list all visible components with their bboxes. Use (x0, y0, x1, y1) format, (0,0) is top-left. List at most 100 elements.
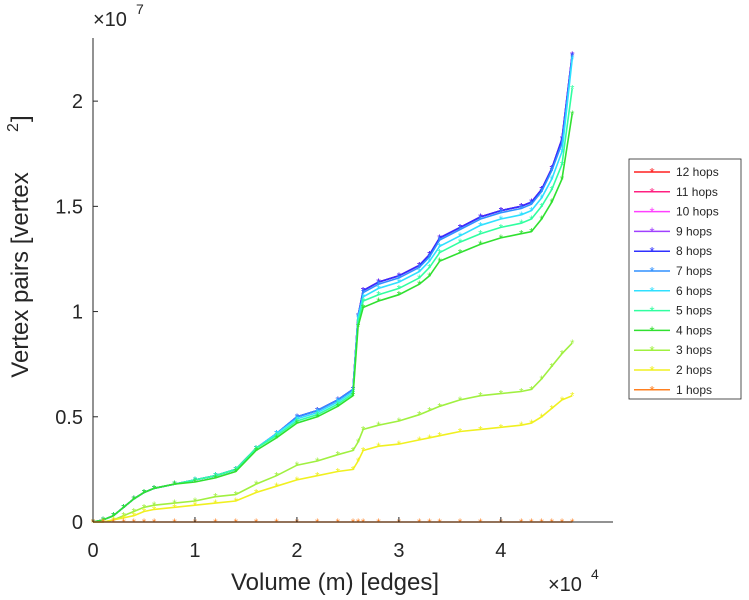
data-point-marker: * (234, 496, 239, 508)
data-point-marker: * (172, 479, 177, 491)
data-point-marker: * (438, 233, 443, 245)
data-point-marker: * (172, 502, 177, 514)
data-point-marker: * (478, 391, 483, 403)
data-point-marker: * (254, 479, 259, 491)
data-point-marker: * (254, 445, 259, 457)
legend-label: 10 hops (676, 205, 719, 219)
series-line (92, 54, 573, 523)
data-point-marker: * (458, 222, 463, 234)
legend-label: 12 hops (676, 165, 719, 179)
data-point-marker: * (193, 475, 198, 487)
data-point-marker: * (356, 437, 361, 449)
data-point-marker: * (519, 218, 524, 230)
y-tick-label: 1.5 (55, 196, 83, 218)
legend-swatch-marker: * (649, 244, 654, 259)
legend-label: 8 hops (676, 244, 712, 258)
data-point-marker: * (121, 502, 126, 514)
legend-entry: * 5 hops (634, 304, 712, 319)
data-point-marker: * (111, 511, 116, 523)
data-point-marker: * (142, 488, 147, 500)
data-point-marker: * (132, 494, 137, 506)
series-line (92, 54, 573, 523)
data-point-marker: * (295, 475, 300, 487)
data-point-marker: * (111, 511, 116, 523)
data-point-marker: * (254, 488, 259, 500)
data-point-marker: * (397, 416, 402, 428)
legend-entry: * 8 hops (634, 244, 712, 259)
data-point-marker: * (91, 517, 96, 529)
data-point-marker: * (111, 517, 116, 529)
x-axis-label: Volume (m) [edges] (231, 569, 439, 596)
data-point-marker: * (458, 222, 463, 234)
data-point-marker: * (427, 405, 432, 417)
data-point-marker: * (397, 271, 402, 283)
data-point-marker: * (101, 515, 106, 527)
axes (92, 38, 613, 523)
data-point-marker: * (478, 212, 483, 224)
series-1-hops: * * * * * * * * * * * * * * * * * * * * * * * * * * * * * * * * * (91, 517, 575, 529)
data-point-marker: * (539, 374, 544, 386)
data-point-marker: * (152, 517, 157, 529)
x-tick-label: 0 (87, 540, 98, 562)
data-point-marker: * (397, 283, 402, 295)
data-point-marker: * (172, 479, 177, 491)
data-point-marker: * (376, 277, 381, 289)
data-point-marker: * (101, 515, 106, 527)
data-point-marker: * (478, 212, 483, 224)
legend-label: 3 hops (676, 343, 712, 357)
data-point-marker: * (193, 475, 198, 487)
data-point-marker: * (295, 412, 300, 424)
data-point-marker: * (519, 420, 524, 432)
x-tick-label: 1 (189, 540, 200, 562)
data-point-marker: * (458, 222, 463, 234)
y-exponent-base: ×10 (93, 9, 127, 31)
data-point-marker: * (295, 412, 300, 424)
data-point-marker: * (519, 201, 524, 213)
data-point-marker: * (111, 511, 116, 523)
data-point-marker: * (458, 224, 463, 236)
series-11-hops: * * * * * * * * * * * * * * * * * * * * * * * * * * * * * * * * * (91, 50, 575, 529)
data-point-marker: * (121, 502, 126, 514)
data-point-marker: * (193, 475, 198, 487)
data-point-marker: * (111, 515, 116, 527)
data-point-marker: * (152, 483, 157, 495)
data-point-marker: * (193, 475, 198, 487)
data-point-marker: * (172, 479, 177, 491)
data-point-marker: * (315, 405, 320, 417)
data-point-marker: * (315, 405, 320, 417)
data-point-marker: * (315, 405, 320, 417)
data-point-marker: * (361, 302, 366, 314)
data-point-marker: * (132, 506, 137, 518)
data-point-marker: * (427, 271, 432, 283)
data-point-marker: * (274, 517, 279, 529)
data-point-marker: * (356, 321, 361, 333)
data-point-marker: * (274, 433, 279, 445)
data-point-marker: * (213, 471, 218, 483)
data-point-marker: * (213, 471, 218, 483)
data-point-marker: * (91, 517, 96, 529)
data-point-marker: * (550, 361, 555, 373)
legend-swatch-marker: * (649, 165, 654, 180)
data-point-marker: * (570, 50, 575, 62)
legend-swatch-marker: * (649, 304, 654, 319)
data-point-marker: * (91, 517, 96, 529)
series-10-hops: * * * * * * * * * * * * * * * * * * * * * * * * * * * * * * * * * (91, 50, 575, 529)
data-point-marker: * (132, 494, 137, 506)
data-point-marker: * (142, 488, 147, 500)
legend-entry: * 3 hops (634, 343, 712, 358)
data-point-marker: * (376, 441, 381, 453)
data-point-marker: * (519, 229, 524, 241)
data-point-marker: * (417, 262, 422, 274)
data-point-marker: * (458, 237, 463, 249)
legend-swatch-marker: * (649, 264, 654, 279)
data-point-marker: * (499, 517, 504, 529)
data-point-marker: * (478, 239, 483, 251)
data-point-marker: * (499, 422, 504, 434)
data-point-marker: * (478, 220, 483, 232)
data-point-marker: * (274, 481, 279, 493)
legend-label: 6 hops (676, 284, 712, 298)
data-point-marker: * (376, 290, 381, 302)
series-line (93, 394, 573, 523)
legend-entry: * 2 hops (634, 363, 712, 378)
